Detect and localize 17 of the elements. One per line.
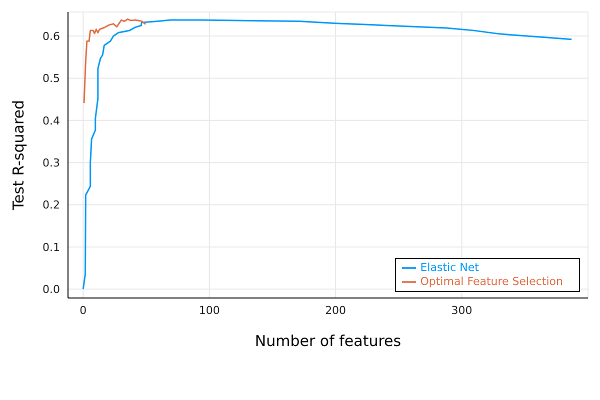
y-tick-label: 0.1 [42,240,60,254]
x-tick-label: 200 [325,304,346,317]
x-tick-label: 300 [451,304,472,317]
y-tick-label: 0.4 [42,114,60,128]
y-tick-label: 0.3 [42,156,60,170]
y-tick-label: 0.0 [42,283,60,296]
y-tick-label: 0.5 [42,72,60,86]
line-series [82,19,572,290]
legend-label: Optimal Feature Selection [420,275,563,288]
y-tick-label: 0.6 [42,30,60,43]
y-axis-title: Test R-squared [9,100,28,212]
y-tick-label: 0.2 [42,198,60,212]
line-series [83,18,146,104]
x-axis-title: Number of features [254,332,402,350]
legend-label: Elastic Net [420,261,479,274]
x-tick-label: 100 [198,304,220,317]
x-tick-label: 0 [80,304,87,317]
